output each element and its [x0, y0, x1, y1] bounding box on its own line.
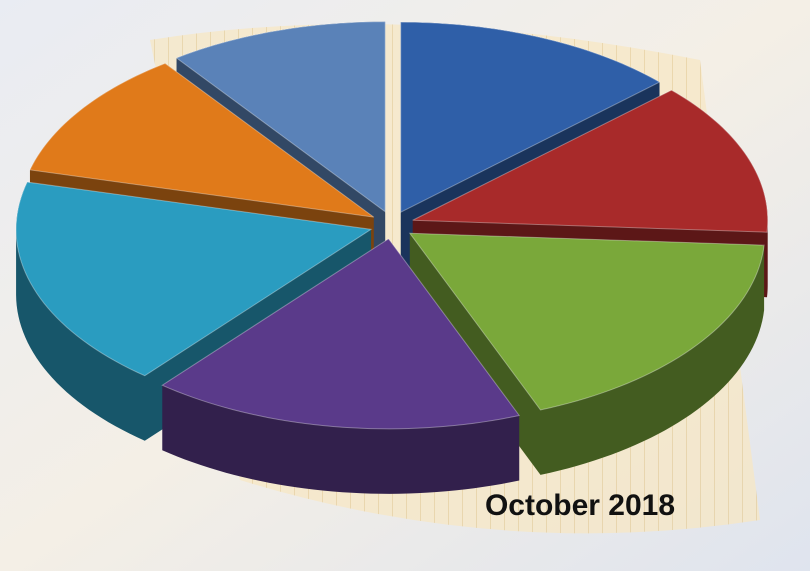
- pie: [15, 21, 769, 494]
- chart-title: October 2018: [485, 489, 675, 522]
- slice: [15, 181, 373, 377]
- slice: [161, 238, 521, 430]
- slice: [400, 21, 661, 213]
- slice: [408, 232, 765, 411]
- slice: [412, 89, 769, 233]
- slice: [29, 62, 375, 218]
- slice: [175, 21, 386, 213]
